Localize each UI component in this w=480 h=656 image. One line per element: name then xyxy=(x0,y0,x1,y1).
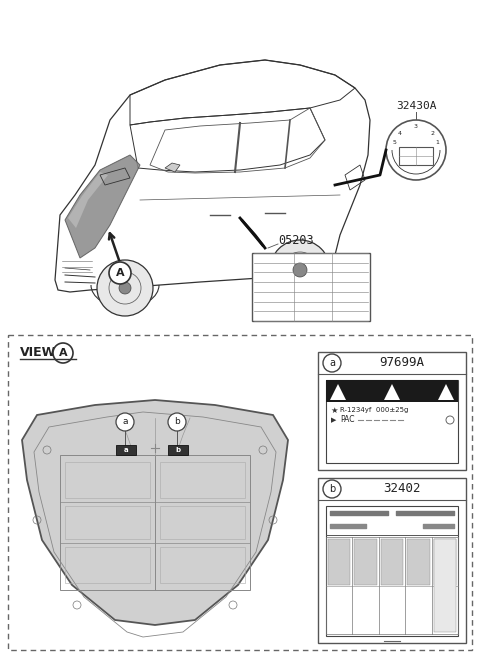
Circle shape xyxy=(386,120,446,180)
Text: 32402: 32402 xyxy=(383,483,421,495)
Circle shape xyxy=(109,262,131,284)
Bar xyxy=(326,380,458,463)
Bar xyxy=(160,506,245,539)
Circle shape xyxy=(53,343,73,363)
Text: 3: 3 xyxy=(414,125,418,129)
Bar xyxy=(399,147,433,165)
Bar xyxy=(160,547,245,583)
Text: ★: ★ xyxy=(330,405,338,415)
Bar xyxy=(252,253,370,321)
Text: 4: 4 xyxy=(398,131,402,136)
Bar xyxy=(168,445,188,455)
Polygon shape xyxy=(384,384,400,400)
Bar xyxy=(318,478,466,643)
Text: R-1234yf  000±25g: R-1234yf 000±25g xyxy=(340,407,408,413)
Bar xyxy=(407,539,430,584)
Text: 5: 5 xyxy=(393,140,396,144)
Bar xyxy=(65,462,150,498)
Bar xyxy=(8,335,472,650)
Bar xyxy=(65,547,150,583)
Circle shape xyxy=(323,480,341,498)
Circle shape xyxy=(168,413,186,431)
Bar xyxy=(433,539,456,584)
Text: b: b xyxy=(329,484,335,494)
Text: 1: 1 xyxy=(436,140,440,144)
Polygon shape xyxy=(65,155,140,258)
Text: a: a xyxy=(124,447,128,453)
Text: 97699A: 97699A xyxy=(380,356,424,369)
Text: b: b xyxy=(175,447,180,453)
Circle shape xyxy=(97,260,153,316)
Bar xyxy=(60,455,250,590)
Polygon shape xyxy=(68,172,108,228)
Bar xyxy=(328,539,350,584)
Circle shape xyxy=(270,240,330,300)
Circle shape xyxy=(323,354,341,372)
Text: 05203: 05203 xyxy=(278,234,313,247)
Bar xyxy=(65,506,150,539)
Text: A: A xyxy=(116,268,124,278)
Text: a: a xyxy=(329,358,335,368)
Text: a: a xyxy=(122,417,128,426)
Polygon shape xyxy=(22,400,288,625)
Polygon shape xyxy=(165,163,180,172)
Circle shape xyxy=(116,413,134,431)
Bar xyxy=(160,462,245,498)
Text: 32430A: 32430A xyxy=(396,101,436,111)
Bar xyxy=(433,539,456,632)
Text: VIEW: VIEW xyxy=(20,346,56,359)
Bar xyxy=(326,380,458,402)
Text: PAC: PAC xyxy=(340,415,355,424)
Text: b: b xyxy=(174,417,180,426)
Bar xyxy=(381,539,403,584)
Circle shape xyxy=(119,282,131,294)
Text: A: A xyxy=(59,348,67,358)
Polygon shape xyxy=(330,384,346,400)
Text: ▶: ▶ xyxy=(331,417,336,423)
Bar xyxy=(354,539,377,584)
Text: 2: 2 xyxy=(430,131,434,136)
Bar xyxy=(318,352,466,470)
Polygon shape xyxy=(438,384,454,400)
Circle shape xyxy=(293,263,307,277)
Bar xyxy=(116,445,136,455)
Bar xyxy=(326,506,458,636)
